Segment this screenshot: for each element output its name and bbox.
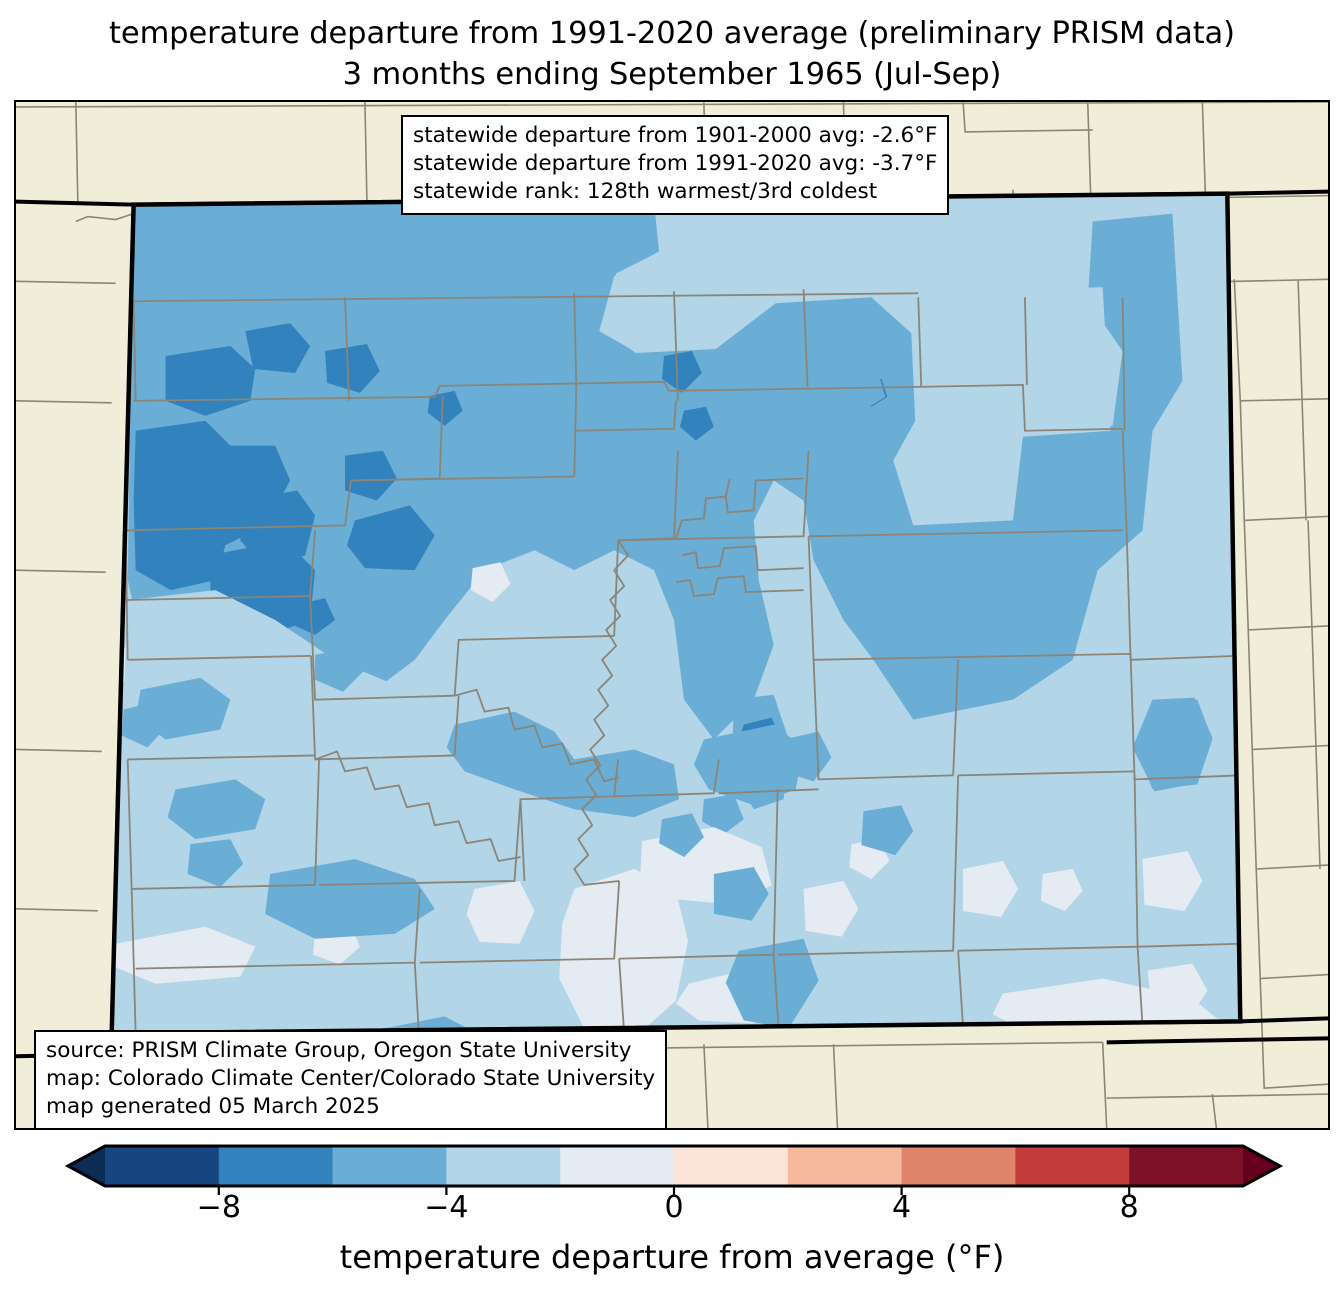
colorbar-tick-labels: −8 −4 0 4 8 (0, 1190, 1344, 1230)
stat-statewide-rank: statewide rank: 128th warmest/3rd coldes… (413, 179, 878, 205)
contour-band-sanluis-pale-top (559, 869, 688, 1034)
colorbar-band (787, 1146, 903, 1186)
colorbar-tick-label: 8 (1119, 1190, 1139, 1225)
colorbar-band (674, 1146, 789, 1186)
colorado-county-lines (124, 289, 1241, 1034)
contour-band-ne-plains-light (602, 201, 1111, 526)
contour-band-se-pale-top4 (963, 861, 1018, 917)
contour-patch-sw-h (693, 724, 804, 806)
colorbar-outline (64, 1144, 1284, 1195)
colorbar-band (560, 1146, 675, 1186)
contour-blob-s3 (374, 1016, 487, 1034)
figure-title: temperature departure from 1991-2020 ave… (0, 14, 1344, 95)
contour-band-se-pale-top6 (113, 926, 256, 984)
contour-band-n8-to-n6-n-2 (344, 450, 397, 501)
stat-departure-1901-2000: statewide departure from 1901-2000 avg: … (413, 123, 938, 148)
contour-patch-sw-g (446, 711, 679, 818)
colorbar-band (105, 1146, 220, 1186)
contour-patch-sw-e (187, 839, 244, 887)
contour-patch-sw-i (781, 731, 832, 782)
contour-band-n8-to-n6-nw-5 (245, 323, 311, 373)
contour-band-n6-to-n4 (127, 201, 1183, 740)
stat-departure-1991-2020: statewide departure from 1991-2020 avg: … (413, 151, 938, 177)
contour-band-sanluis-pale-top3 (466, 880, 535, 944)
colorbar-band (901, 1146, 1016, 1186)
contour-band-n8-to-n6-nw-1 (165, 346, 256, 416)
colorbar-under-arrow (68, 1146, 105, 1186)
colorbar-border (64, 1144, 1284, 1188)
contour-band-n8-to-n6-n-1 (325, 344, 380, 393)
contour-blob-se-medium (1132, 697, 1213, 792)
contour-spot-ne-2 (803, 426, 832, 457)
contour-blob-s5 (659, 813, 704, 858)
contour-blob-s4 (861, 805, 914, 856)
colorbar-bands (68, 1146, 1280, 1186)
contour-blob-s2 (713, 867, 769, 921)
contour-spot-ne-1 (859, 376, 886, 407)
colorbar-band (1129, 1146, 1244, 1186)
contour-patch-s-c (701, 794, 744, 835)
colorbar-band (218, 1146, 334, 1186)
colorbar-tick-label: −8 (196, 1190, 241, 1225)
contour-patch-sw-k (315, 647, 363, 692)
map-credit-line: map: Colorado Climate Center/Colorado St… (46, 1066, 656, 1092)
statistics-box: statewide departure from 1901-2000 avg: … (401, 115, 950, 216)
colorbar (0, 1138, 1344, 1208)
colorbar-axis-label: temperature departure from average (°F) (339, 1238, 1005, 1276)
map-panel: statewide departure from 1901-2000 avg: … (14, 100, 1330, 1130)
colorado-temperature-map (16, 102, 1328, 1128)
contour-band-n8-to-n6-nw-2 (133, 420, 291, 591)
contour-band-n2-to-0-c (803, 880, 859, 937)
colorbar-band (1015, 1146, 1130, 1186)
temperature-contour-layer (111, 193, 1241, 1034)
colorbar-tick-label: 4 (892, 1190, 912, 1225)
colorbar-over-arrow (1243, 1146, 1280, 1186)
contour-blob-s1 (725, 938, 819, 1029)
contour-band-n8-to-n6-n-3 (346, 505, 435, 571)
contour-band-se-pale-top2 (1142, 851, 1203, 911)
contour-patch-sw-c (167, 779, 266, 840)
contour-band-n2-to-0-n (470, 562, 511, 603)
contour-band-se-pale-top3 (1147, 963, 1208, 1017)
map-generated-line: map generated 05 March 2025 (46, 1094, 380, 1120)
contour-band-se-pale-top (993, 978, 1225, 1031)
contour-band-n8-to-n6-n-4 (427, 390, 463, 426)
contour-band-n8-to-n6-n-6 (679, 406, 714, 441)
colorbar-band (332, 1146, 447, 1186)
source-box: source: PRISM Climate Group, Oregon Stat… (34, 1030, 668, 1128)
contour-band-se-pale-top5 (1040, 869, 1083, 911)
contour-patch-sw-j (121, 701, 168, 748)
colorbar-tick-label: 0 (664, 1190, 684, 1225)
colorbar-tick-label: −4 (424, 1190, 469, 1225)
title-line-2: 3 months ending September 1965 (Jul-Sep) (342, 56, 1002, 92)
source-line: source: PRISM Climate Group, Oregon Stat… (46, 1038, 632, 1063)
contour-band-n8-to-n6-c-1 (293, 598, 336, 635)
contour-patch-sw-d (265, 859, 435, 939)
contour-band-n8-to-n6-n-5 (662, 351, 702, 393)
colorbar-svg (64, 1144, 1284, 1195)
title-line-1: temperature departure from 1991-2020 ave… (109, 16, 1235, 51)
colorbar-band (446, 1146, 561, 1186)
